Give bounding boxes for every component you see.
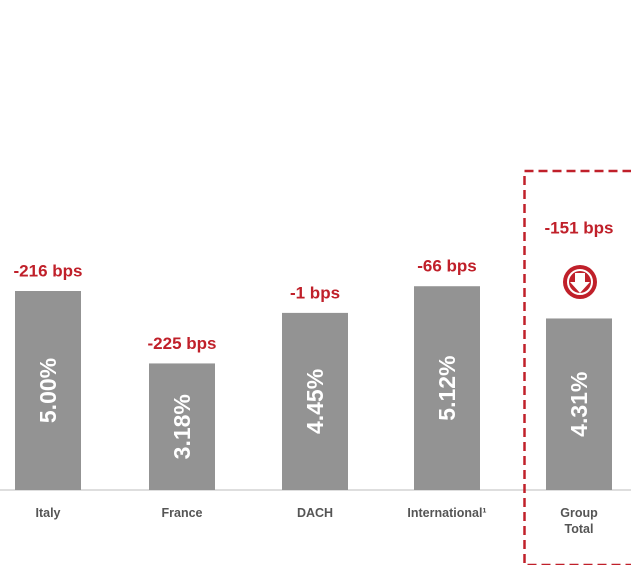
value-label: 5.12% <box>434 356 460 421</box>
category-label: France <box>161 506 203 520</box>
value-label: 4.45% <box>302 369 328 434</box>
category-label: Italy <box>35 506 61 520</box>
annotation: -1 bps <box>290 283 340 302</box>
bar <box>414 286 480 490</box>
value-label: 3.18% <box>169 394 195 459</box>
annotation: -216 bps <box>14 262 83 281</box>
category-label: International¹ <box>407 506 487 520</box>
bar <box>282 312 348 490</box>
down-icon <box>563 265 597 299</box>
bar <box>149 363 215 490</box>
value-label: 4.31% <box>566 372 592 437</box>
category-label: DACH <box>296 506 334 520</box>
annotation: -225 bps <box>148 334 217 353</box>
annotation: -66 bps <box>417 257 477 276</box>
bar <box>15 291 81 490</box>
annotation: -151 bps <box>545 219 614 238</box>
category-label: Group Total <box>560 506 598 536</box>
bar <box>546 318 612 490</box>
value-label: 5.00% <box>35 358 61 423</box>
